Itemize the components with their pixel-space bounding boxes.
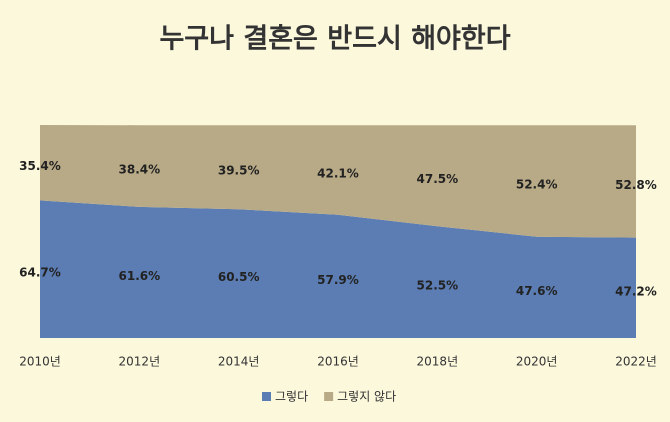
- legend-swatch: [324, 392, 334, 401]
- value-label: 47.2%: [615, 284, 657, 298]
- x-tick-label: 2014년: [218, 355, 260, 369]
- value-label: 60.5%: [218, 270, 260, 284]
- value-label: 47.5%: [417, 172, 459, 186]
- legend-label: 그렇다: [275, 389, 308, 404]
- chart-title: 누구나 결혼은 반드시 해야한다: [159, 24, 510, 55]
- x-tick-label: 2018년: [417, 355, 459, 369]
- value-label: 57.9%: [317, 273, 359, 287]
- value-label: 52.4%: [516, 177, 558, 191]
- x-tick-label: 2016년: [317, 355, 359, 369]
- legend-swatch: [262, 392, 271, 401]
- x-tick-label: 2010년: [19, 355, 61, 369]
- legend-label: 그렇지 않다: [337, 389, 396, 404]
- value-label: 64.7%: [19, 266, 61, 280]
- x-tick-label: 2012년: [119, 355, 161, 369]
- value-label: 39.5%: [218, 164, 260, 178]
- value-label: 52.8%: [615, 178, 657, 192]
- area: [40, 200, 636, 338]
- x-tick-label: 2022년: [615, 355, 657, 369]
- value-label: 35.4%: [19, 159, 61, 173]
- value-label: 42.1%: [317, 167, 359, 181]
- value-label: 47.6%: [516, 284, 558, 298]
- value-label: 52.5%: [417, 279, 459, 293]
- value-label: 38.4%: [119, 163, 161, 177]
- value-label: 61.6%: [119, 269, 161, 283]
- area: [40, 125, 636, 238]
- x-tick-label: 2020년: [516, 355, 558, 369]
